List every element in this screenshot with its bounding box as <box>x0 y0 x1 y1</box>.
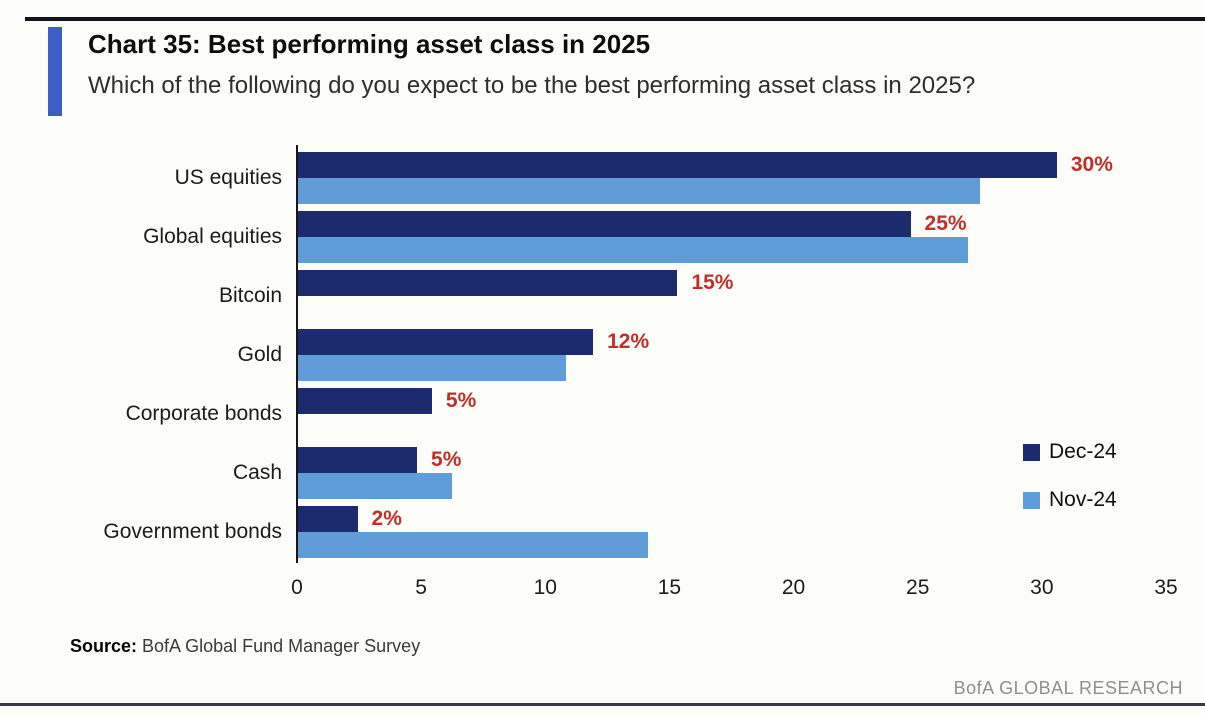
bar-line-nov-24 <box>298 414 1166 440</box>
category-label: Bitcoin <box>218 283 282 307</box>
data-label: 15% <box>691 270 734 294</box>
category-label: Corporate bonds <box>125 401 282 425</box>
header-text-block: Chart 35: Best performing asset class in… <box>88 27 975 116</box>
x-tick-label: 15 <box>657 576 682 599</box>
chart-row: Bitcoin 15% <box>0 266 1166 325</box>
bar-chart: US equities 30% Global equities 25% Bitcoin 1… <box>0 145 1178 618</box>
category-label: Global equities <box>143 224 282 248</box>
data-label: 30% <box>1070 152 1113 176</box>
category-label: US equities <box>174 165 282 189</box>
chart-row: Government bonds 2% <box>0 502 1166 561</box>
bar-nov-24 <box>298 236 968 263</box>
legend-label: Nov-24 <box>1049 488 1117 511</box>
bar-dec-24 <box>298 210 911 237</box>
bar-nov-24 <box>298 472 452 499</box>
bar-line-dec-24: 15% <box>298 269 1166 296</box>
legend-label: Dec-24 <box>1049 440 1117 463</box>
chart-subtitle: Which of the following do you expect to … <box>88 72 976 99</box>
top-border-line <box>25 17 1205 21</box>
chart-row: Gold 12% <box>0 325 1166 384</box>
source-label: Source: <box>70 636 138 656</box>
bar-line-nov-24 <box>298 296 1166 322</box>
bar-line-nov-24 <box>298 531 1166 558</box>
x-tick-label: 20 <box>781 576 806 599</box>
x-tick-label: 25 <box>906 576 930 599</box>
legend-swatch <box>1023 443 1040 461</box>
chart-row: Global equities 25% <box>0 207 1166 266</box>
x-tick-label: 35 <box>1154 576 1178 599</box>
category-label: Government bonds <box>103 519 282 543</box>
bofa-global-research-brand: BofA GLOBAL RESEARCH <box>953 678 1183 698</box>
bar-dec-24 <box>298 505 358 532</box>
bar-line-nov-24 <box>298 354 1166 381</box>
x-tick-label: 5 <box>415 576 427 599</box>
y-axis-line <box>296 145 298 563</box>
bar-dec-24 <box>298 387 432 414</box>
data-label: 5% <box>445 388 477 412</box>
chart-rows: US equities 30% Global equities 25% Bitcoin 1… <box>0 145 1166 563</box>
bar-line-nov-24 <box>298 472 1166 499</box>
data-label: 12% <box>607 329 650 353</box>
bar-line-nov-24 <box>298 177 1166 204</box>
data-label: 2% <box>371 506 402 530</box>
bar-dec-24 <box>298 269 678 296</box>
bar-line-dec-24: 12% <box>298 328 1166 355</box>
bar-line-dec-24: 5% <box>298 387 1166 414</box>
bar-dec-24 <box>298 328 594 355</box>
bottom-border-line <box>0 703 1205 706</box>
category-plot-area: 2% <box>298 505 1166 558</box>
data-label: 25% <box>924 211 967 235</box>
bar-line-dec-24: 5% <box>298 446 1166 473</box>
bar-line-dec-24: 30% <box>298 151 1166 178</box>
bar-nov-24 <box>298 531 648 558</box>
category-plot-area: 15% <box>298 269 1166 322</box>
x-tick-label: 10 <box>533 576 557 599</box>
source-note: Source: BofA Global Fund Manager Survey <box>70 636 420 657</box>
category-label: Cash <box>232 460 282 484</box>
chart-row: Corporate bonds 5% <box>0 384 1166 443</box>
chart-row: US equities 30% <box>0 148 1166 207</box>
category-plot-area: 25% <box>298 210 1166 263</box>
category-plot-area: 5% <box>298 446 1166 499</box>
chart-legend: Dec-24 Nov-24 <box>1023 440 1117 536</box>
bar-line-nov-24 <box>298 236 1166 263</box>
data-label: 5% <box>431 447 462 471</box>
x-tick-label: 30 <box>1030 576 1054 599</box>
bar-line-dec-24: 2% <box>298 505 1166 532</box>
category-plot-area: 30% <box>298 151 1166 204</box>
chart-row: Cash 5% <box>0 443 1166 502</box>
category-label: Gold <box>237 342 282 366</box>
chart-title: Chart 35: Best performing asset class in… <box>88 29 651 59</box>
x-axis-ticks: 0 5 10 15 20 25 30 35 <box>291 576 1178 608</box>
chart-header: Chart 35: Best performing asset class in… <box>48 27 975 116</box>
legend-item-dec-24: Dec-24 <box>1023 440 1117 464</box>
bar-nov-24 <box>298 354 566 381</box>
x-tick-label: 0 <box>291 576 303 599</box>
bar-nov-24 <box>298 177 980 204</box>
bar-line-dec-24: 25% <box>298 210 1166 237</box>
bar-dec-24 <box>298 151 1057 178</box>
bar-dec-24 <box>298 446 418 473</box>
title-accent-bar <box>48 27 62 116</box>
category-plot-area: 5% <box>298 387 1166 440</box>
source-text: BofA Global Fund Manager Survey <box>137 636 421 656</box>
legend-swatch <box>1023 491 1040 509</box>
category-plot-area: 12% <box>298 328 1166 381</box>
legend-item-nov-24: Nov-24 <box>1023 488 1117 512</box>
